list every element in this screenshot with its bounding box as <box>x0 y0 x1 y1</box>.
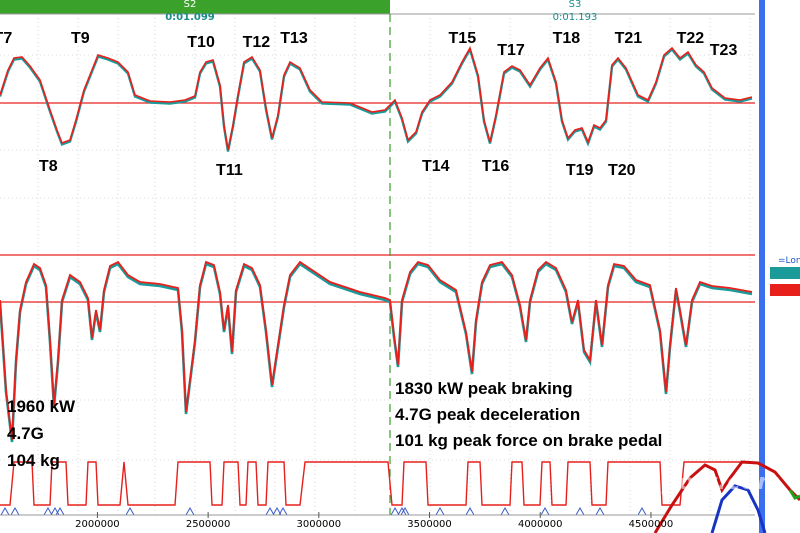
x-axis-ticks <box>96 512 652 518</box>
lap-marker <box>465 506 475 516</box>
track-map <box>653 460 800 533</box>
lap-marker <box>125 506 135 516</box>
x-tick-label-4: 4000000 <box>517 519 563 530</box>
lap-marker <box>10 506 20 516</box>
lap-marker <box>43 506 53 516</box>
lap-marker <box>265 506 275 516</box>
corner-label-t21: T21 <box>614 30 643 47</box>
sector-bar-s2 <box>0 0 390 14</box>
corner-label-t11: T11 <box>216 162 243 179</box>
speed-trace-red <box>0 45 753 151</box>
x-tick-label-2: 3000000 <box>296 519 342 530</box>
corner-label-t7: T7 <box>0 30 13 47</box>
corner-label-t18: T18 <box>552 30 581 47</box>
corner-label-t10: T10 <box>187 34 215 51</box>
track-map-blue <box>710 484 767 533</box>
lap-marker <box>0 506 10 516</box>
lap-marker <box>500 506 510 516</box>
lap-marker <box>390 506 400 516</box>
sector-s2-time: 0:01.099 <box>165 12 215 23</box>
x-tick-label-3: 3500000 <box>407 519 452 530</box>
annot-left-power: 1960 kW <box>7 397 76 416</box>
g-trace-red <box>0 260 753 441</box>
corner-label-t14: T14 <box>421 158 450 175</box>
corner-label-t13: T13 <box>280 30 308 47</box>
legend-swatch-teal <box>770 267 800 279</box>
series-traces <box>0 45 753 506</box>
sector-s3-label: S3 <box>568 0 582 10</box>
speed-trace-teal <box>0 46 753 152</box>
x-tick-label-0: 2000000 <box>75 519 120 530</box>
watermark: motorsport.com <box>568 470 782 495</box>
brake-trace <box>0 461 750 506</box>
lap-marker <box>185 506 195 516</box>
corner-label-t19: T19 <box>565 162 594 179</box>
corner-label-t22: T22 <box>676 30 705 47</box>
annot-right-g: 4.7G peak deceleration <box>395 405 581 424</box>
track-map-green <box>788 489 800 500</box>
sector-s2-label: S2 <box>183 0 197 10</box>
legend-label: =Lon <box>778 256 800 266</box>
sector-bar-s3 <box>390 0 755 14</box>
lap-marker <box>575 506 585 516</box>
g-trace-teal <box>0 262 753 443</box>
corner-label-t16: T16 <box>481 158 510 175</box>
lap-marker <box>637 506 647 516</box>
corner-label-t23: T23 <box>709 42 738 59</box>
corner-label-t12: T12 <box>242 34 271 51</box>
sector-s3-time: 0:01.193 <box>552 12 598 23</box>
cursor-bar[interactable] <box>759 0 765 533</box>
annot-left-force: 104 kg <box>7 451 60 470</box>
annot-left-g: 4.7G <box>7 424 44 443</box>
x-tick-label-5: 4500000 <box>628 519 674 530</box>
corner-label-t9: T9 <box>71 30 90 47</box>
corner-label-t17: T17 <box>497 42 525 59</box>
x-tick-label-1: 2500000 <box>185 519 231 530</box>
corner-label-t20: T20 <box>607 162 636 179</box>
corner-label-t8: T8 <box>38 158 58 175</box>
annot-right-force: 101 kg peak force on brake pedal <box>395 431 663 450</box>
lap-marker <box>540 506 550 516</box>
lap-marker <box>435 506 445 516</box>
lap-marker <box>595 506 605 516</box>
corner-label-t15: T15 <box>448 30 477 47</box>
annot-right-power: 1830 kW peak braking <box>395 379 573 398</box>
legend-swatch-red <box>770 284 800 296</box>
